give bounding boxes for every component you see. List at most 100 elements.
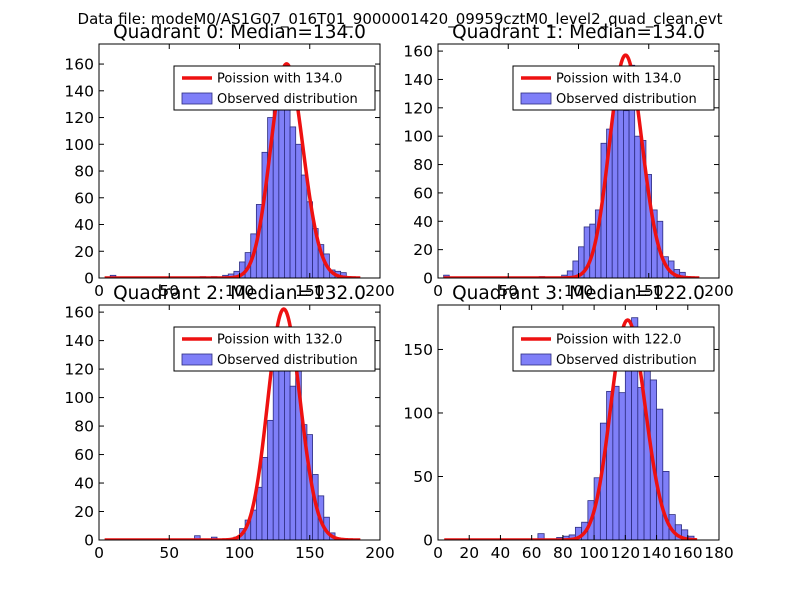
x-tick-label: 200 [365,282,395,300]
histogram-bar [300,174,308,278]
histogram-bar [617,83,624,278]
y-tick-label: 20 [74,503,94,521]
panel-title: Quadrant 3: Median=122.0 [452,283,705,304]
plot-area [443,317,699,540]
legend-bar-swatch [520,92,552,105]
figure-title: Data file: modeM0/AS1G07_016T01_90000014… [78,10,723,29]
x-tick-label: 120 [611,544,641,562]
x-tick-label: 100 [225,544,255,562]
histogram-bar [289,126,297,278]
histogram-bar [624,343,632,540]
panel-quadrant-1: Quadrant 1: Median=134.0 0 50 100 150 200 0 20 4… [403,22,733,300]
histogram-bar [662,471,670,540]
x-tick-label: 0 [433,282,443,300]
y-tick-label: 160 [403,43,433,61]
histogram-bar [612,385,620,540]
legend-label-observed: Observed distribution [556,353,697,368]
panel-title: Quadrant 1: Median=134.0 [452,22,705,43]
histogram-bar [272,358,280,540]
y-tick-label: 0 [84,532,94,550]
x-tick-label: 200 [704,282,734,300]
histogram-bar [261,456,269,540]
y-tick-label: 140 [64,82,94,100]
y-tick-label: 100 [403,128,433,146]
x-tick-label: 40 [491,544,511,562]
x-tick-label: 50 [159,544,179,562]
x-tick-label: 0 [94,282,104,300]
y-tick-label: 100 [64,389,94,407]
histogram-bar [289,385,297,540]
y-tick-label: 150 [403,341,433,359]
poisson-fit-line [103,307,362,540]
y-tick-label: 20 [413,241,433,259]
y-tick-label: 0 [423,532,433,550]
x-tick-label: 0 [94,544,104,562]
panel-quadrant-3: Quadrant 3: Median=122.00 20 40 60 80 100 120 1… [403,283,733,562]
y-tick-label: 40 [74,216,94,234]
x-tick-label: 150 [295,544,325,562]
x-tick-label: 50 [498,282,518,300]
y-tick-label: 80 [413,156,433,174]
y-tick-label: 80 [74,163,94,181]
panel-quadrant-0: Quadrant 0: Median=134.0 0 50 100 150 200 0 20 4… [64,22,394,300]
y-tick-label: 100 [403,404,433,422]
y-tick-label: 40 [74,475,94,493]
histogram-bar [637,387,645,540]
x-tick-label: 20 [459,544,479,562]
y-tick-label: 100 [64,136,94,154]
legend: Poission with 134.0 Observed distribution [173,65,376,111]
y-tick-label: 160 [64,56,94,74]
y-tick-label: 0 [423,270,433,288]
y-tick-label: 80 [74,418,94,436]
legend-label-fit: Poission with 122.0 [556,333,681,348]
x-tick-label: 0 [433,544,443,562]
histogram-bar [267,419,274,540]
histogram-bar [634,135,641,278]
y-tick-label: 60 [74,189,94,207]
histogram-bar [278,87,285,278]
histogram-bar [295,143,302,278]
legend-label-observed: Observed distribution [217,92,358,107]
legend-label-fit: Poission with 134.0 [556,72,681,87]
x-tick-label: 50 [159,282,179,300]
legend-bar-swatch [520,353,552,366]
histogram-bar [278,358,285,540]
y-tick-label: 40 [413,213,433,231]
legend: Poission with 132.0 Observed distribution [173,326,376,372]
y-tick-label: 0 [84,270,94,288]
panel-title: Quadrant 0: Median=134.0 [113,22,366,43]
y-tick-label: 120 [403,99,433,117]
legend-label-fit: Poission with 132.0 [217,333,342,348]
legend: Poission with 122.0 Observed distribution [512,326,715,372]
plot-area [103,307,362,540]
histogram-bar [255,486,263,540]
y-tick-label: 50 [413,468,433,486]
axes-frame [437,304,720,541]
legend-label-observed: Observed distribution [556,92,697,107]
histogram-bar [656,408,664,540]
x-tick-label: 200 [365,544,395,562]
y-tick-label: 20 [74,243,94,261]
legend-bar-swatch [181,353,213,366]
x-tick-label: 150 [295,282,325,300]
legend-bar-swatch [181,92,213,105]
y-tick-label: 60 [74,446,94,464]
x-tick-label: 100 [225,282,255,300]
y-tick-label: 160 [64,304,94,322]
histogram-bar [618,392,626,540]
y-tick-label: 140 [64,332,94,350]
plot-area [103,62,362,278]
x-tick-label: 140 [642,544,672,562]
x-tick-label: 100 [564,282,594,300]
x-tick-label: 80 [553,544,573,562]
y-tick-label: 60 [413,184,433,202]
legend-label-fit: Poission with 134.0 [217,72,342,87]
x-tick-label: 60 [522,544,542,562]
x-tick-label: 160 [673,544,703,562]
x-tick-label: 180 [704,544,734,562]
histogram-bar [623,110,630,278]
y-tick-label: 120 [64,361,94,379]
y-tick-label: 140 [403,71,433,89]
x-tick-label: 100 [579,544,609,562]
